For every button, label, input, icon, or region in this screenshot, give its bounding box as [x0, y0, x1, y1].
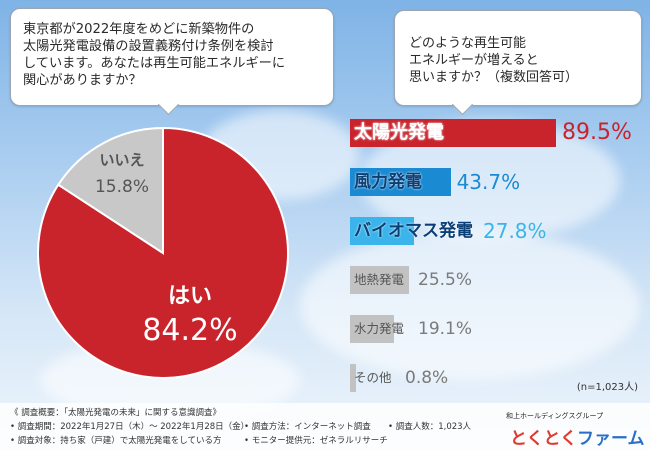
- question-bubble-2: どのような再生可能 エネルギーが増えると 思いますか？（複数回答可）: [394, 10, 642, 116]
- survey-count: • 調査人数：1,023人: [388, 422, 472, 432]
- bar-category-label: その他: [354, 370, 392, 385]
- brand-group-name: 和上ホールディングスグループ: [506, 412, 604, 420]
- cloud-decoration: [300, 230, 640, 380]
- survey-footer: 《 調査概要：「太陽光発電の未来」に関する意識調査》 • 調査期間：2022年1…: [0, 403, 650, 450]
- question-1-line: 太陽光発電設備の設置義務付け条例を検討: [23, 39, 274, 54]
- bar-category-label: 風力発電: [354, 172, 422, 192]
- bar: [350, 364, 356, 392]
- bar-category-label: 水力発電: [354, 321, 405, 336]
- question-bubble-1: 東京都が2022年度をめどに新築物件の 太陽光発電設備の設置義務付け条例を検討 …: [10, 8, 334, 116]
- bar: [350, 119, 556, 147]
- brand-name-part1: とくとく: [510, 429, 577, 449]
- question-2-line: エネルギーが増えると: [409, 53, 539, 68]
- survey-summary: 《 調査概要：「太陽光発電の未来」に関する意識調査》: [10, 408, 221, 418]
- survey-target: • 調査対象：持ち家（戸建）で太陽光発電をしている方: [10, 436, 222, 446]
- bar-category-label: 太陽光発電: [354, 122, 444, 143]
- sample-size-note: (n=1,023人): [576, 382, 638, 393]
- bar-value-label: 89.5%: [562, 120, 632, 145]
- bar-category-label: バイオマス発電: [354, 221, 473, 241]
- bar: [350, 315, 394, 343]
- pie-slice: [56, 126, 164, 255]
- bar-value-label: 27.8%: [483, 219, 547, 243]
- pie-label-yes: はい: [168, 284, 212, 309]
- brand-logo: とくとくファーム: [510, 424, 644, 449]
- cloud-decoration: [200, 110, 360, 200]
- bar-value-label: 43.7%: [456, 170, 521, 194]
- question-2-line: 思いますか？（複数回答可）: [409, 70, 579, 85]
- question-1-line: 関心がありますか？: [23, 73, 142, 88]
- bubble-tail: [451, 93, 474, 116]
- bar: [350, 217, 414, 245]
- bubble-tail: [157, 93, 180, 116]
- question-2-line: どのような再生可能: [409, 36, 527, 51]
- bar-value-label: 19.1%: [418, 319, 473, 339]
- bar: [350, 168, 451, 196]
- bar-value-label: 25.5%: [418, 270, 473, 290]
- bar-category-label: 地熱発電: [354, 272, 405, 287]
- pie-label-no: いいえ: [99, 151, 144, 169]
- question-1-line: しています。あなたは再生可能エネルギーに: [23, 56, 286, 71]
- survey-monitor: • モニター提供元：ゼネラルリサーチ: [244, 436, 388, 446]
- survey-period: • 調査期間：2022年1月27日（木）～ 2022年1月28日（金）: [10, 422, 250, 432]
- brand-name-part2: ファーム: [576, 429, 645, 449]
- question-1-line: 東京都が2022年度をめどに新築物件の: [23, 22, 255, 37]
- pie-value-no: 15.8%: [95, 177, 149, 197]
- survey-method: • 調査方法：インターネット調査: [244, 422, 371, 432]
- bar: [350, 266, 409, 294]
- bar-value-label: 0.8%: [405, 368, 449, 388]
